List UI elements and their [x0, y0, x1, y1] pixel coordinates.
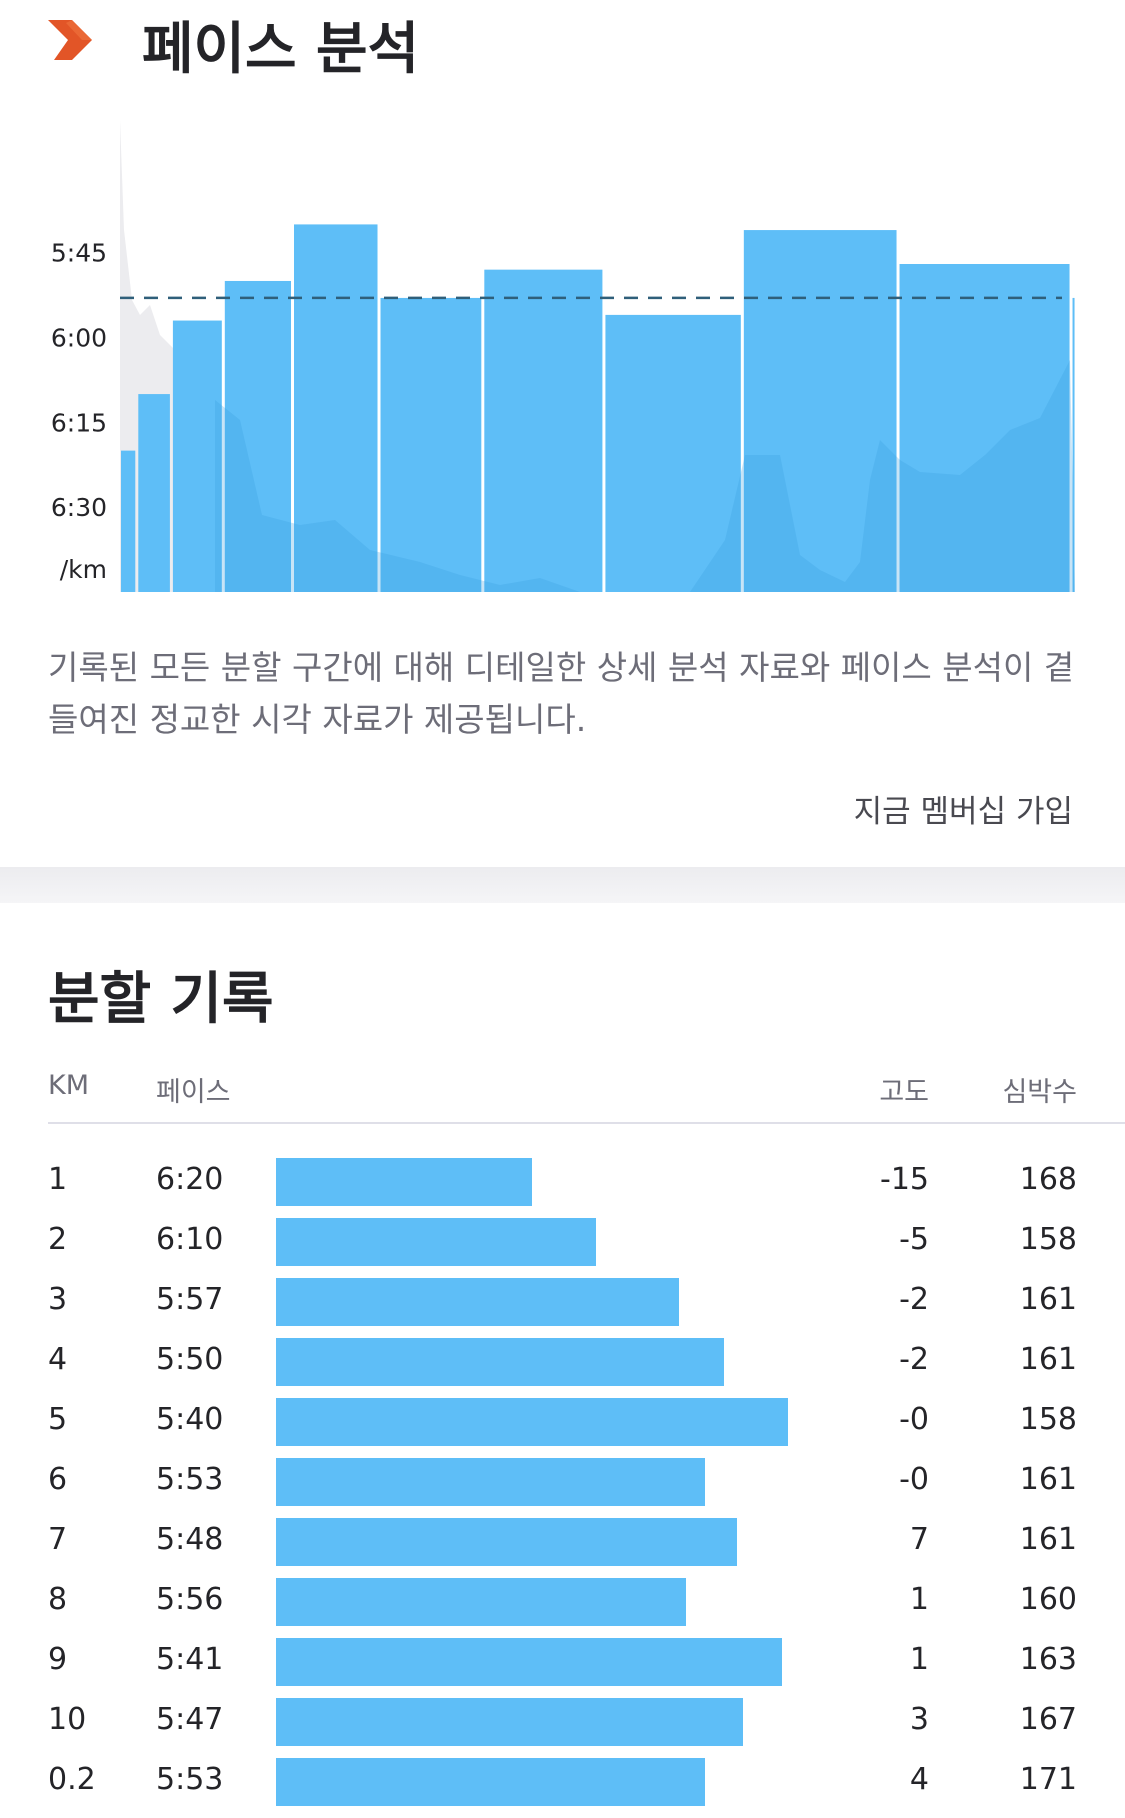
split-row: 9 5:41 1 163	[0, 1630, 1125, 1690]
splits-table-body: 1 6:20 -15 168 2 6:10 -5 158 3 5:57 -2 161 4 5:50 -2 16…	[0, 1150, 1125, 1810]
split-pace-bar	[276, 1158, 532, 1206]
elevation-overlay-area	[215, 360, 1075, 592]
split-elevation: 3	[909, 1702, 929, 1737]
split-km: 1	[48, 1162, 68, 1197]
split-row: 2 6:10 -5 158	[0, 1210, 1125, 1270]
split-km: 4	[48, 1342, 68, 1377]
split-km: 5	[48, 1402, 68, 1437]
split-elevation: -0	[899, 1462, 929, 1497]
split-pace-bar	[276, 1398, 788, 1446]
split-heart-rate: 167	[1019, 1702, 1077, 1737]
split-pace-bar	[276, 1338, 724, 1386]
header-km: KM	[48, 1070, 90, 1101]
y-tick-label: 6:15	[51, 408, 107, 437]
split-km: 8	[48, 1582, 68, 1617]
split-pace-bar	[276, 1638, 782, 1686]
split-pace-bar	[276, 1458, 705, 1506]
split-pace-bar	[276, 1278, 679, 1326]
split-km: 2	[48, 1222, 68, 1257]
pace-bar-1	[121, 450, 136, 592]
split-heart-rate: 168	[1019, 1162, 1077, 1197]
split-pace: 5:48	[156, 1522, 224, 1557]
split-heart-rate: 158	[1019, 1222, 1077, 1257]
split-row: 8 5:56 1 160	[0, 1570, 1125, 1630]
split-pace: 5:53	[156, 1762, 224, 1797]
split-pace-bar	[276, 1518, 737, 1566]
split-elevation: -0	[899, 1402, 929, 1437]
split-pace: 5:53	[156, 1462, 224, 1497]
y-tick-label: 6:00	[51, 324, 107, 353]
split-row: 1 6:20 -15 168	[0, 1150, 1125, 1210]
description-text: 기록된 모든 분할 구간에 대해 디테일한 상세 분석 자료와 페이스 분석이 …	[48, 648, 1075, 739]
pace-chart: 5:45 6:00 6:15 6:30/km	[0, 100, 1125, 610]
split-heart-rate: 171	[1019, 1762, 1077, 1797]
pace-bar-7	[484, 269, 603, 592]
split-pace-bar	[276, 1218, 596, 1266]
split-elevation: -5	[899, 1222, 929, 1257]
split-heart-rate: 160	[1019, 1582, 1077, 1617]
split-elevation: 4	[909, 1762, 929, 1797]
split-heart-rate: 161	[1019, 1522, 1077, 1557]
split-row: 6 5:53 -0 161	[0, 1450, 1125, 1510]
split-heart-rate: 158	[1019, 1402, 1077, 1437]
y-tick-label: 5:45	[51, 239, 107, 268]
split-heart-rate: 161	[1019, 1462, 1077, 1497]
split-elevation: -2	[899, 1342, 929, 1377]
split-row: 4 5:50 -2 161	[0, 1330, 1125, 1390]
page-title: 페이스 분석	[142, 17, 420, 82]
split-pace-bar	[276, 1758, 705, 1806]
split-pace: 5:50	[156, 1342, 224, 1377]
splits-title: 분할 기록	[48, 967, 274, 1032]
split-row: 7 5:48 7 161	[0, 1510, 1125, 1570]
split-heart-rate: 161	[1019, 1342, 1077, 1377]
pace-chart-svg: 5:45 6:00 6:15 6:30/km	[51, 120, 1075, 592]
split-km: 7	[48, 1522, 68, 1557]
split-km: 6	[48, 1462, 68, 1497]
pace-bar-4	[224, 280, 292, 592]
pace-bar-2	[138, 394, 170, 592]
split-elevation: 7	[909, 1522, 929, 1557]
y-tick-label: 6:30	[51, 493, 107, 522]
splits-table-header: KM 페이스 고도 심박수	[48, 1064, 1125, 1124]
pace-bar-9	[743, 230, 897, 592]
join-membership-link[interactable]: 지금 멤버십 가입	[853, 794, 1073, 830]
split-elevation: 1	[909, 1642, 929, 1677]
split-pace: 5:56	[156, 1582, 224, 1617]
split-row: 10 5:47 3 167	[0, 1690, 1125, 1750]
header-elev: 고도	[879, 1077, 929, 1108]
split-pace: 6:20	[156, 1162, 224, 1197]
section-divider	[0, 867, 1125, 903]
split-row: 0.2 5:53 4 171	[0, 1750, 1125, 1810]
split-pace-bar	[276, 1698, 743, 1746]
split-elevation: -2	[899, 1282, 929, 1317]
split-km: 0.2	[48, 1762, 96, 1797]
split-km: 3	[48, 1282, 68, 1317]
split-pace: 5:41	[156, 1642, 224, 1677]
split-pace: 5:47	[156, 1702, 224, 1737]
pace-bar-11	[1072, 297, 1075, 592]
pace-bar-3	[172, 320, 222, 592]
split-pace: 5:57	[156, 1282, 224, 1317]
split-pace-bar	[276, 1578, 686, 1626]
split-heart-rate: 163	[1019, 1642, 1077, 1677]
strava-chevron-icon	[48, 20, 92, 60]
header-pace: 페이스	[156, 1077, 231, 1108]
split-pace: 6:10	[156, 1222, 224, 1257]
split-heart-rate: 161	[1019, 1282, 1077, 1317]
split-row: 3 5:57 -2 161	[0, 1270, 1125, 1330]
pace-bar-8	[605, 314, 741, 592]
split-pace: 5:40	[156, 1402, 224, 1437]
split-km: 9	[48, 1642, 68, 1677]
pace-bar-6	[380, 297, 482, 592]
split-row: 5 5:40 -0 158	[0, 1390, 1125, 1450]
header: 페이스 분석	[0, 0, 1125, 85]
header-hr: 심박수	[1002, 1077, 1077, 1108]
pace-bar-10	[899, 264, 1070, 592]
split-elevation: -15	[880, 1162, 929, 1197]
y-unit-label: /km	[60, 555, 107, 584]
split-elevation: 1	[909, 1582, 929, 1617]
pace-bar-5	[294, 224, 378, 592]
split-km: 10	[48, 1702, 87, 1737]
